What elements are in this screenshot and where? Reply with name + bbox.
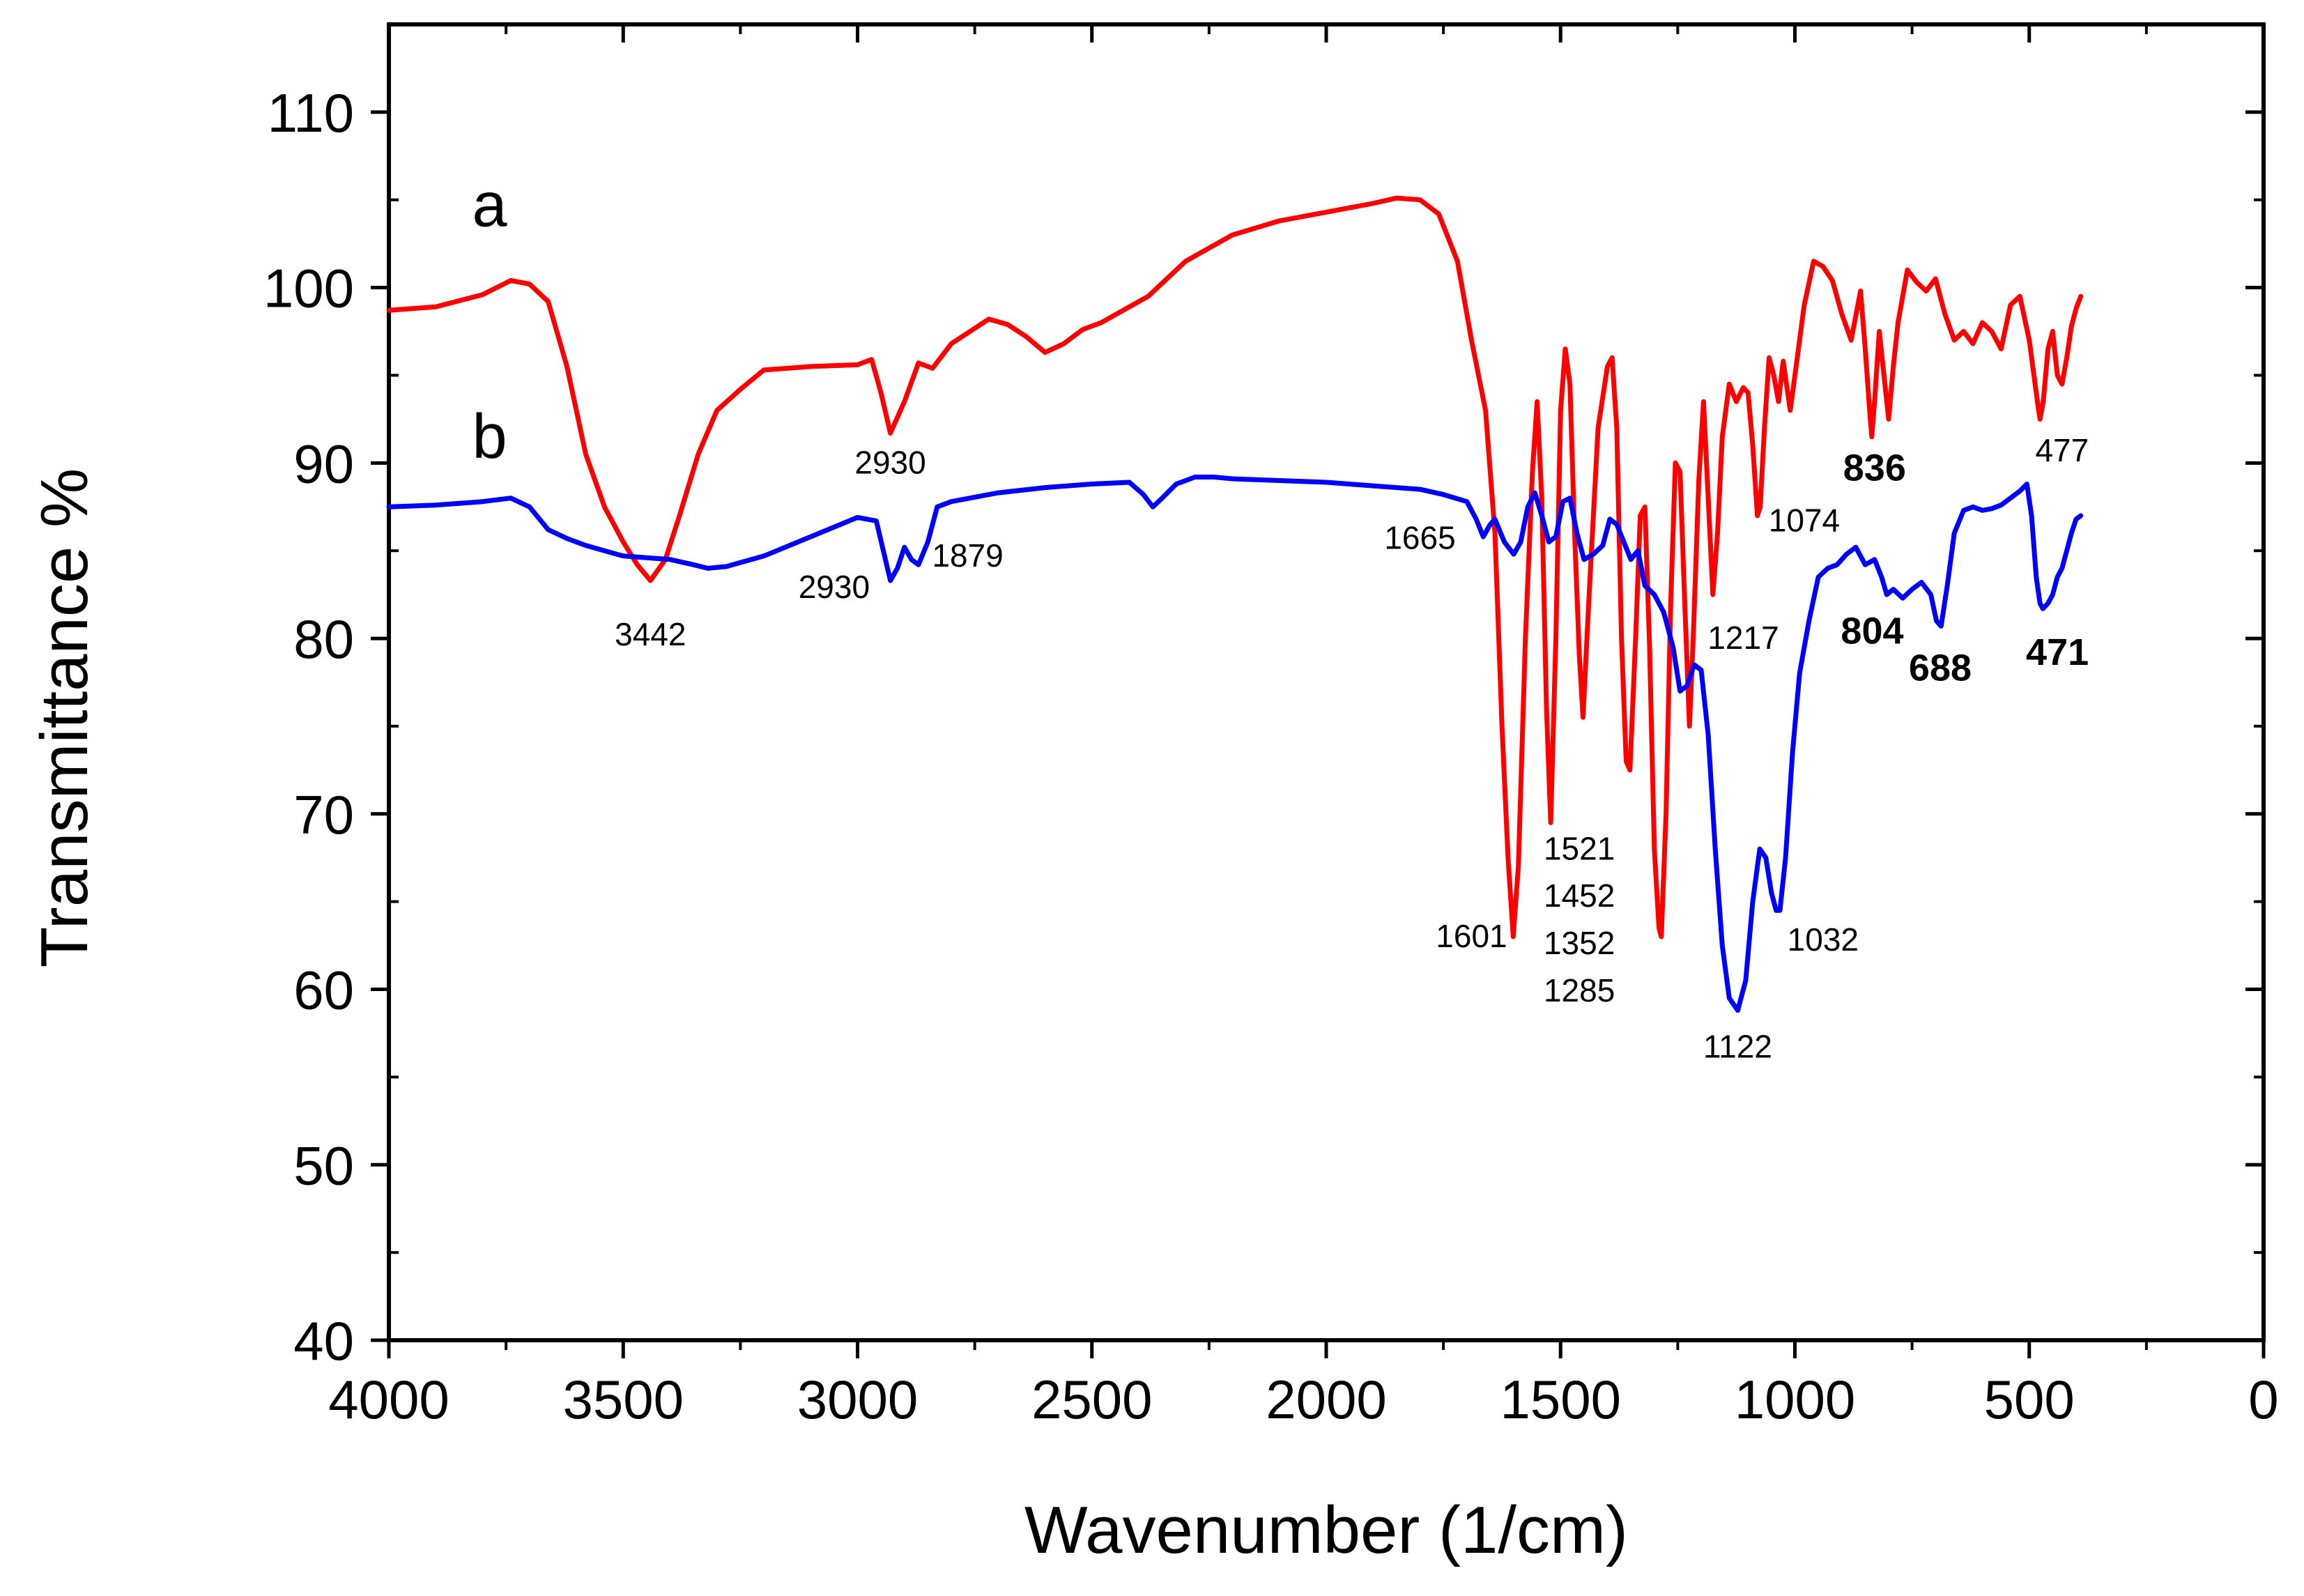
peak-annotations: 2930 3442 2930 1879 1665 1601 1521 1452 1352 1285… bbox=[615, 432, 2089, 1065]
y-tick-label: 70 bbox=[293, 784, 354, 845]
series-line-a bbox=[386, 195, 2084, 939]
x-axis-title: Wavenumber (1/cm) bbox=[1024, 1493, 1628, 1567]
x-tick-label: 2000 bbox=[1266, 1369, 1387, 1430]
series-label-a: a bbox=[473, 170, 508, 240]
x-tick-label: 3500 bbox=[562, 1369, 684, 1430]
peak-label: 1521 bbox=[1544, 830, 1615, 866]
peak-label: 477 bbox=[2035, 432, 2089, 468]
x-tick-labels: 4000 3500 3000 2500 2000 1500 1000 500 0 bbox=[328, 1369, 2278, 1430]
plot-frame bbox=[387, 22, 2266, 1342]
series bbox=[386, 195, 2084, 1013]
peak-label: 836 bbox=[1843, 447, 1906, 489]
peak-label: 1879 bbox=[932, 537, 1003, 574]
peak-label: 1217 bbox=[1707, 620, 1779, 656]
x-tick-label: 0 bbox=[2248, 1369, 2278, 1430]
peak-label: 1601 bbox=[1436, 918, 1507, 954]
y-tick-label: 90 bbox=[293, 433, 354, 494]
x-tick-label: 3000 bbox=[797, 1369, 919, 1430]
x-tick-label: 4000 bbox=[328, 1369, 450, 1430]
peak-label: 3442 bbox=[615, 616, 686, 652]
x-tick-label: 1500 bbox=[1500, 1369, 1621, 1430]
y-axis-title: Transmittance % bbox=[27, 468, 102, 968]
x-tick-label: 1000 bbox=[1735, 1369, 1856, 1430]
ticks bbox=[371, 24, 2266, 1358]
peak-label: 804 bbox=[1841, 611, 1903, 652]
peak-label: 1452 bbox=[1544, 877, 1615, 914]
x-tick-label: 500 bbox=[1984, 1369, 2075, 1430]
y-tick-label: 110 bbox=[268, 82, 354, 144]
peak-label: 2930 bbox=[854, 444, 926, 480]
y-tick-label: 60 bbox=[293, 960, 354, 1021]
peak-label: 471 bbox=[2026, 631, 2089, 673]
peak-label: 1352 bbox=[1544, 925, 1615, 961]
peak-label: 1285 bbox=[1544, 972, 1615, 1008]
peak-label: 1122 bbox=[1703, 1029, 1772, 1065]
peak-label: 1032 bbox=[1788, 921, 1859, 958]
y-tick-label: 50 bbox=[293, 1135, 354, 1196]
series-line-b bbox=[386, 475, 2084, 1013]
series-label-b: b bbox=[473, 402, 507, 472]
y-tick-label: 80 bbox=[293, 608, 354, 670]
y-tick-label: 40 bbox=[293, 1310, 354, 1372]
series-labels: ab bbox=[473, 170, 508, 471]
peak-label: 1665 bbox=[1384, 520, 1455, 556]
peak-label: 2930 bbox=[799, 569, 870, 605]
peak-label: 688 bbox=[1909, 647, 1972, 689]
y-tick-labels: 40 50 60 70 80 90 100 110 bbox=[263, 82, 354, 1372]
x-tick-label: 2500 bbox=[1031, 1369, 1153, 1430]
peak-label: 1074 bbox=[1769, 502, 1840, 539]
y-tick-label: 100 bbox=[263, 258, 354, 319]
